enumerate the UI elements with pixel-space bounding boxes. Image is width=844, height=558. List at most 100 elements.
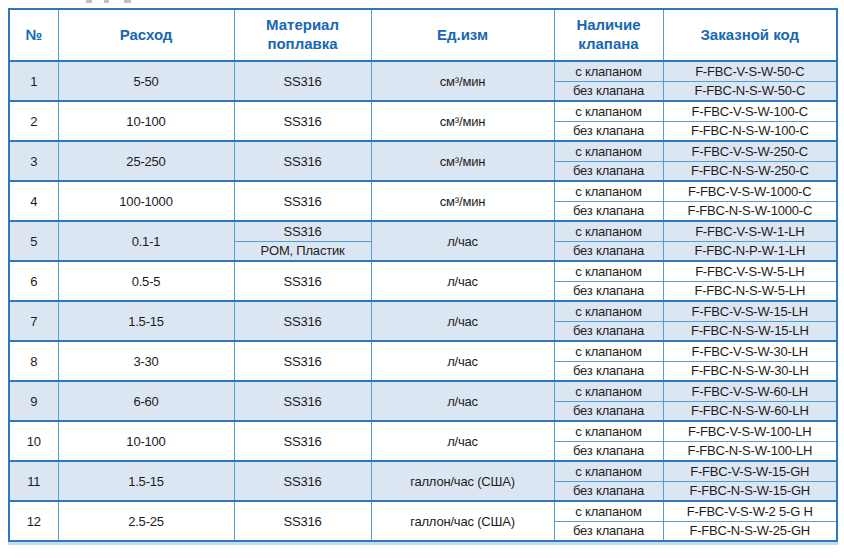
order-code-cell: F-FBC-N-S-W-15-GH	[663, 481, 837, 501]
order-code-cell: F-FBC-V-S-W-60-LH	[663, 381, 837, 401]
row-number-cell: 9	[9, 381, 58, 421]
order-code-cell: F-FBC-N-S-W-5-LH	[663, 281, 837, 301]
flow-range-cell: 100-1000	[58, 181, 234, 221]
valve-option-cell: с клапаном	[554, 381, 663, 401]
valve-option-cell: с клапаном	[554, 461, 663, 481]
flow-range-cell: 2.5-25	[58, 501, 234, 541]
table-row: 60.5-5SS316л/часс клапаномF-FBC-V-S-W-5-…	[9, 261, 837, 281]
valve-option-cell: с клапаном	[554, 101, 663, 121]
float-material-cell: SS316	[234, 341, 371, 381]
float-material-cell: SS316	[234, 261, 371, 301]
float-material-cell: POM, Пластик	[234, 241, 371, 261]
valve-option-cell: с клапаном	[554, 501, 663, 521]
cropped-text-remnant	[86, 0, 92, 3]
order-code-cell: F-FBC-N-S-W-250-C	[663, 161, 837, 181]
float-material-cell: SS316	[234, 381, 371, 421]
order-code-cell: F-FBC-N-S-W-1000-C	[663, 201, 837, 221]
valve-option-cell: с клапаном	[554, 61, 663, 81]
unit-cell: л/час	[371, 261, 554, 301]
unit-cell: л/час	[371, 301, 554, 341]
row-number-cell: 7	[9, 301, 58, 341]
unit-cell: л/час	[371, 221, 554, 261]
valve-option-cell: без клапана	[554, 201, 663, 221]
unit-cell: л/час	[371, 421, 554, 461]
float-material-cell: SS316	[234, 101, 371, 141]
valve-option-cell: без клапана	[554, 161, 663, 181]
table-row: 71.5-15SS316л/часс клапаномF-FBC-V-S-W-1…	[9, 301, 837, 321]
unit-cell: см³/мин	[371, 61, 554, 101]
valve-option-cell: без клапана	[554, 441, 663, 461]
float-material-cell: SS316	[234, 421, 371, 461]
order-code-cell: F-FBC-V-S-W-100-C	[663, 101, 837, 121]
row-number-cell: 5	[9, 221, 58, 261]
column-header-valve: Наличие клапана	[554, 9, 663, 61]
order-code-cell: F-FBC-N-S-W-100-C	[663, 121, 837, 141]
valve-option-cell: с клапаном	[554, 181, 663, 201]
row-number-cell: 1	[9, 61, 58, 101]
float-material-cell: SS316	[234, 501, 371, 541]
flowmeter-order-table: № Расход Материал поплавка Ед.изм Наличи…	[8, 8, 838, 542]
unit-cell: л/час	[371, 341, 554, 381]
flow-range-cell: 10-100	[58, 101, 234, 141]
row-number-cell: 10	[9, 421, 58, 461]
unit-cell: галлон/час (США)	[371, 461, 554, 501]
row-number-cell: 4	[9, 181, 58, 221]
flow-range-cell: 1.5-15	[58, 301, 234, 341]
order-code-cell: F-FBC-N-S-W-15-LH	[663, 321, 837, 341]
column-header-code: Заказной код	[663, 9, 837, 61]
valve-option-cell: без клапана	[554, 321, 663, 341]
valve-option-cell: без клапана	[554, 121, 663, 141]
catalog-page: № Расход Материал поплавка Ед.изм Наличи…	[0, 0, 844, 558]
order-code-cell: F-FBC-V-S-W-1000-C	[663, 181, 837, 201]
table-row: 4100-1000SS316см³/минс клапаномF-FBC-V-S…	[9, 181, 837, 201]
row-number-cell: 11	[9, 461, 58, 501]
cropped-text-remnant	[104, 0, 109, 3]
column-header-unit: Ед.изм	[371, 9, 554, 61]
table-row: 122.5-25SS316галлон/час (США)с клапаномF…	[9, 501, 837, 521]
valve-option-cell: без клапана	[554, 481, 663, 501]
table-row: 50.1-1SS316л/часс клапаномF-FBC-V-S-W-1-…	[9, 221, 837, 241]
valve-option-cell: с клапаном	[554, 301, 663, 321]
order-code-cell: F-FBC-V-S-W-50-C	[663, 61, 837, 81]
unit-cell: см³/мин	[371, 101, 554, 141]
float-material-cell: SS316	[234, 221, 371, 241]
row-number-cell: 8	[9, 341, 58, 381]
float-material-cell: SS316	[234, 61, 371, 101]
order-code-cell: F-FBC-V-S-W-2 5-G H	[663, 501, 837, 521]
valve-option-cell: без клапана	[554, 401, 663, 421]
order-code-cell: F-FBC-V-S-W-15-GH	[663, 461, 837, 481]
flow-range-cell: 6-60	[58, 381, 234, 421]
unit-cell: галлон/час (США)	[371, 501, 554, 541]
unit-cell: см³/мин	[371, 141, 554, 181]
row-number-cell: 2	[9, 101, 58, 141]
valve-option-cell: с клапаном	[554, 421, 663, 441]
order-code-cell: F-FBC-N-S-W-100-LH	[663, 441, 837, 461]
flow-range-cell: 1.5-15	[58, 461, 234, 501]
float-material-cell: SS316	[234, 141, 371, 181]
column-header-material: Материал поплавка	[234, 9, 371, 61]
table-body: 15-50SS316см³/минс клапаномF-FBC-V-S-W-5…	[9, 61, 837, 541]
valve-option-cell: с клапаном	[554, 141, 663, 161]
order-code-cell: F-FBC-N-P-W-1-LH	[663, 241, 837, 261]
flow-range-cell: 5-50	[58, 61, 234, 101]
flow-range-cell: 25-250	[58, 141, 234, 181]
valve-option-cell: без клапана	[554, 521, 663, 541]
row-number-cell: 6	[9, 261, 58, 301]
order-code-cell: F-FBC-N-S-W-25-GH	[663, 521, 837, 541]
float-material-cell: SS316	[234, 301, 371, 341]
valve-option-cell: с клапаном	[554, 221, 663, 241]
order-code-cell: F-FBC-N-S-W-50-C	[663, 81, 837, 101]
flow-range-cell: 0.5-5	[58, 261, 234, 301]
table-row: 111.5-15SS316галлон/час (США)с клапаномF…	[9, 461, 837, 481]
valve-option-cell: без клапана	[554, 81, 663, 101]
column-header-flow: Расход	[58, 9, 234, 61]
valve-option-cell: без клапана	[554, 241, 663, 261]
order-code-cell: F-FBC-V-S-W-1-LH	[663, 221, 837, 241]
order-code-cell: F-FBC-V-S-W-30-LH	[663, 341, 837, 361]
table-row: 83-30SS316л/часс клапаномF-FBC-V-S-W-30-…	[9, 341, 837, 361]
float-material-cell: SS316	[234, 461, 371, 501]
table-row: 96-60SS316л/часс клапаномF-FBC-V-S-W-60-…	[9, 381, 837, 401]
order-code-cell: F-FBC-V-S-W-100-LH	[663, 421, 837, 441]
table-row: 15-50SS316см³/минс клапаномF-FBC-V-S-W-5…	[9, 61, 837, 81]
row-number-cell: 3	[9, 141, 58, 181]
